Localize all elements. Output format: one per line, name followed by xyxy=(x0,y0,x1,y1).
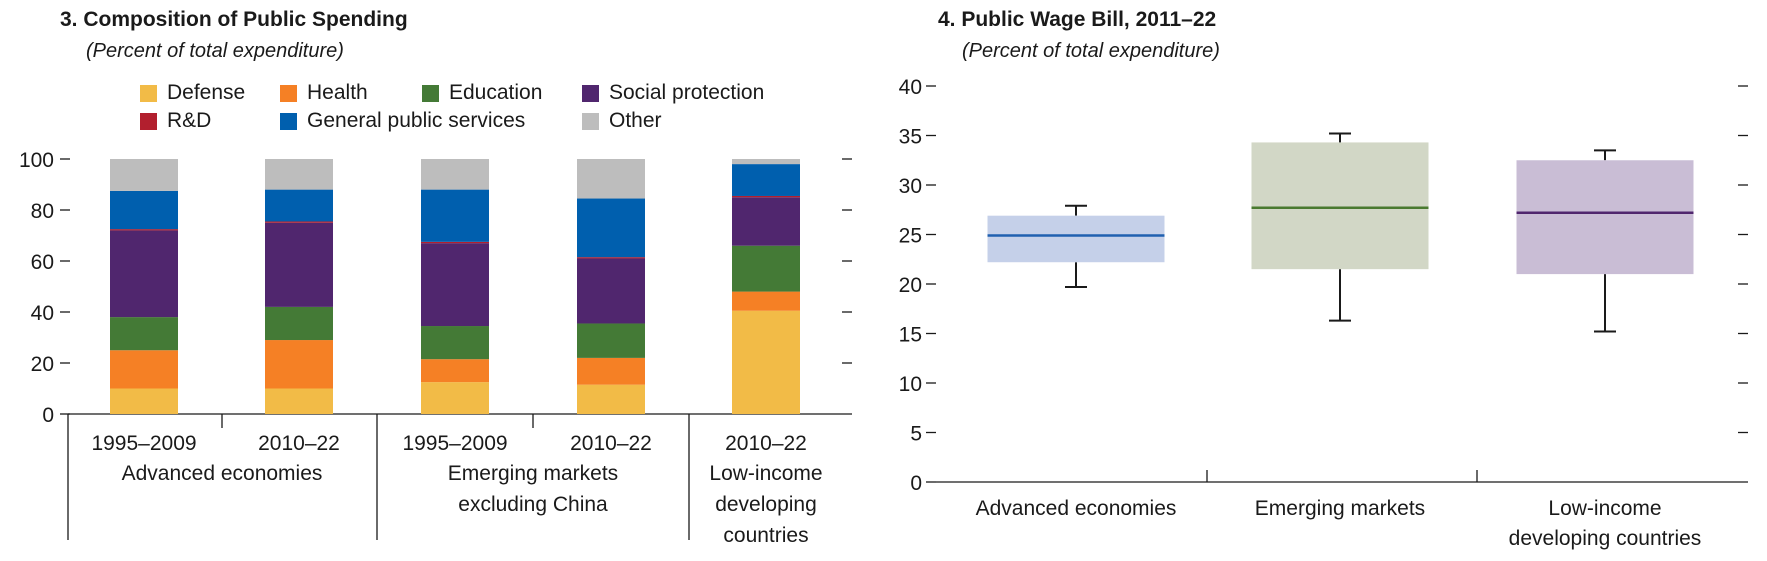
panel4-subtitle: (Percent of total expenditure) xyxy=(962,40,1220,62)
bar-other-1 xyxy=(110,159,178,191)
y-tick-label-5: 5 xyxy=(910,423,922,446)
box-low-income-developing-countries xyxy=(1516,160,1694,275)
legend-swatch-health xyxy=(280,84,297,102)
bar-education-5 xyxy=(732,245,800,292)
legend-swatch-other xyxy=(582,112,599,130)
bar-general-public-services-2 xyxy=(265,189,333,222)
bar-other-2 xyxy=(265,159,333,190)
legend-item-defense: Defense xyxy=(140,81,245,105)
y-tick-label-15: 15 xyxy=(899,324,922,347)
bar-education-2 xyxy=(265,306,333,341)
legend-item-general-public-services: General public services xyxy=(280,109,525,133)
bar-education-3 xyxy=(421,326,489,360)
bar-social-protection-2 xyxy=(265,222,333,307)
bar-health-4 xyxy=(577,357,645,385)
bar-education-1 xyxy=(110,317,178,351)
legend-item-health: Health xyxy=(280,81,368,105)
bar-defense-5 xyxy=(732,310,800,414)
x-category-label-2: 2010–22 xyxy=(258,432,340,455)
bar-health-3 xyxy=(421,359,489,383)
bar-education-4 xyxy=(577,323,645,358)
bar-social-protection-5 xyxy=(732,197,800,246)
legend-item-social-protection: Social protection xyxy=(582,81,764,105)
bar-social-protection-3 xyxy=(421,243,489,327)
bar-other-5 xyxy=(732,159,800,165)
y-tick-label-35: 35 xyxy=(899,126,922,149)
legend-swatch-general-public-services xyxy=(280,112,297,130)
bar-general-public-services-5 xyxy=(732,164,800,196)
bar-randd-2 xyxy=(265,221,333,223)
x-category-label-3: 1995–2009 xyxy=(402,432,507,455)
x-category-label-emerging-markets-line1: Emerging markets xyxy=(1255,497,1425,520)
legend-item-rd: R&D xyxy=(140,109,211,133)
bar-health-5 xyxy=(732,291,800,311)
legend-item-education: Education xyxy=(422,81,542,105)
bar-social-protection-1 xyxy=(110,230,178,318)
x-category-label-advanced-economies-line1: Advanced economies xyxy=(976,497,1177,520)
group-label-advanced-economies-line1: Advanced economies xyxy=(122,462,323,485)
bar-general-public-services-1 xyxy=(110,190,178,230)
legend-label-defense: Defense xyxy=(167,81,246,104)
bar-general-public-services-3 xyxy=(421,189,489,242)
x-category-label-1: 1995–2009 xyxy=(91,432,196,455)
y-tick-label-0: 0 xyxy=(910,472,922,495)
y-tick-label-10: 10 xyxy=(899,373,922,396)
legend-label-other: Other xyxy=(609,109,662,132)
legend-item-other: Other xyxy=(582,109,662,133)
y-tick-label-30: 30 xyxy=(899,175,922,198)
y-tick-label-40: 40 xyxy=(899,76,922,99)
y-tick-label-20: 20 xyxy=(899,274,922,297)
group-label-low-income-developing-countries-line2: developing xyxy=(715,493,817,516)
x-category-label-low-income-developing-countries-line1: Low-income xyxy=(1548,497,1661,520)
stacked-bar-chart: 0 20 40 60 80 100 1995–2009 2010–22 1995–2009 201… xyxy=(19,149,852,547)
bar-health-1 xyxy=(110,350,178,389)
bar-other-3 xyxy=(421,159,489,190)
bar-randd-4 xyxy=(577,257,645,259)
panel3-subtitle: (Percent of total expenditure) xyxy=(86,40,344,62)
group-label-low-income-developing-countries-line3: countries xyxy=(723,524,808,547)
y-tick-label-40: 40 xyxy=(31,302,54,325)
x-category-label-low-income-developing-countries-line2: developing countries xyxy=(1509,527,1702,550)
group-label-emerging-markets-excluding-china-line1: Emerging markets xyxy=(448,462,618,485)
panel4-title: 4. Public Wage Bill, 2011–22 xyxy=(938,8,1217,31)
box-advanced-economies xyxy=(987,215,1165,263)
bar-other-4 xyxy=(577,159,645,199)
legend-swatch-defense xyxy=(140,84,157,102)
bar-defense-3 xyxy=(421,382,489,414)
y-tick-label-25: 25 xyxy=(899,225,922,248)
panel3-title: 3. Composition of Public Spending xyxy=(60,8,408,31)
group-label-low-income-developing-countries-line1: Low-income xyxy=(709,462,822,485)
legend-swatch-rd xyxy=(140,112,157,130)
legend-label-health: Health xyxy=(307,81,368,104)
x-category-label-4: 2010–22 xyxy=(570,432,652,455)
bar-defense-2 xyxy=(265,388,333,414)
bar-randd-3 xyxy=(421,241,489,244)
bar-randd-5 xyxy=(732,195,800,198)
bar-randd-1 xyxy=(110,229,178,231)
bar-defense-1 xyxy=(110,388,178,414)
bar-defense-4 xyxy=(577,384,645,414)
legend-label-general-public-services: General public services xyxy=(307,109,526,132)
y-tick-label-80: 80 xyxy=(31,200,54,223)
legend-label-rd: R&D xyxy=(167,109,212,132)
y-tick-label-60: 60 xyxy=(31,251,54,274)
y-tick-label-100: 100 xyxy=(19,149,54,172)
bar-social-protection-4 xyxy=(577,258,645,324)
group-label-emerging-markets-excluding-china-line2: excluding China xyxy=(458,493,608,516)
y-tick-label-0: 0 xyxy=(42,404,54,427)
legend-label-social-protection: Social protection xyxy=(609,81,765,104)
legend-swatch-social-protection xyxy=(582,84,599,102)
bar-health-2 xyxy=(265,340,333,389)
legend-label-education: Education xyxy=(449,81,543,104)
y-tick-label-20: 20 xyxy=(31,353,54,376)
box-emerging-markets xyxy=(1251,142,1429,270)
x-category-label-5: 2010–22 xyxy=(725,432,807,455)
legend-swatch-education xyxy=(422,84,439,102)
bar-general-public-services-4 xyxy=(577,198,645,258)
